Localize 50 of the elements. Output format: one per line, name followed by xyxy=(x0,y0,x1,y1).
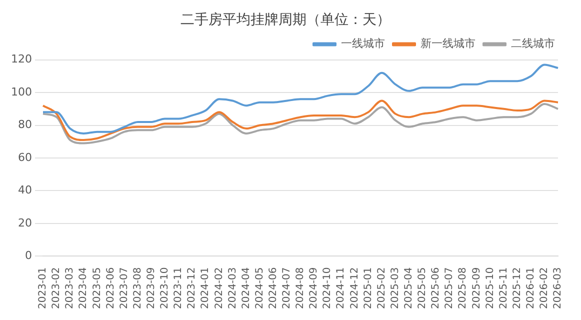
x-tick-label: 2026-02 xyxy=(539,267,550,310)
chart-title: 二手房平均挂牌周期（单位：天） xyxy=(180,12,390,28)
x-tick-label: 2025-04 xyxy=(404,267,415,310)
x-tick-label: 2023-04 xyxy=(78,267,90,310)
x-tick-label: 2025-05 xyxy=(417,267,428,310)
x-tick-label: 2025-08 xyxy=(458,267,469,310)
x-tick-label: 2025-12 xyxy=(512,267,523,310)
y-tick-label: 20 xyxy=(18,216,32,230)
x-tick-label: 2024-10 xyxy=(322,267,334,310)
x-tick-label: 2023-07 xyxy=(118,267,130,310)
y-tick-label: 80 xyxy=(18,118,32,132)
x-tick-label: 2023-09 xyxy=(146,267,158,310)
y-tick-label: 40 xyxy=(18,184,32,197)
legend-label: 二线城市 xyxy=(511,37,555,50)
legend-label: 一线城市 xyxy=(341,37,385,50)
x-tick-label: 2026-03 xyxy=(552,267,564,310)
y-tick-label: 0 xyxy=(24,249,32,262)
x-tick-label: 2023-03 xyxy=(64,267,76,310)
x-tick-label: 2024-12 xyxy=(349,267,360,310)
x-tick-label: 2025-03 xyxy=(390,267,401,310)
x-tick-label: 2024-02 xyxy=(214,267,225,310)
x-tick-label: 2025-10 xyxy=(484,267,496,310)
x-tick-label: 2025-01 xyxy=(362,267,374,310)
legend-label: 新一线城市 xyxy=(420,37,476,50)
y-tick-label: 60 xyxy=(18,150,32,164)
x-tick-label: 2023-12 xyxy=(186,267,198,310)
x-tick-label: 2025-07 xyxy=(444,267,456,310)
x-tick-label: 2024-07 xyxy=(282,267,293,310)
x-tick-label: 2024-01 xyxy=(200,267,212,310)
x-tick-label: 2023-10 xyxy=(160,267,171,310)
x-tick-label: 2024-03 xyxy=(227,267,238,310)
x-tick-label: 2025-09 xyxy=(471,267,482,310)
y-tick-label: 100 xyxy=(10,85,32,98)
x-tick-label: 2024-09 xyxy=(308,267,320,310)
x-tick-label: 2023-08 xyxy=(132,267,144,310)
x-tick-label: 2023-01 xyxy=(38,267,49,310)
x-tick-label: 2025-06 xyxy=(430,267,442,310)
x-tick-label: 2024-11 xyxy=(336,267,347,310)
x-tick-label: 2023-11 xyxy=(173,267,184,310)
x-tick-label: 2023-02 xyxy=(51,267,62,310)
x-tick-label: 2024-06 xyxy=(268,267,279,310)
x-tick-label: 2024-08 xyxy=(295,267,306,310)
x-tick-label: 2024-05 xyxy=(254,267,266,310)
x-tick-label: 2024-04 xyxy=(240,267,252,310)
x-tick-label: 2025-11 xyxy=(498,267,510,310)
x-tick-label: 2023-06 xyxy=(105,267,116,310)
x-tick-label: 2025-02 xyxy=(376,267,388,310)
y-tick-label: 120 xyxy=(10,52,32,66)
x-tick-label: 2026-01 xyxy=(525,267,536,310)
x-tick-label: 2023-05 xyxy=(92,267,103,310)
